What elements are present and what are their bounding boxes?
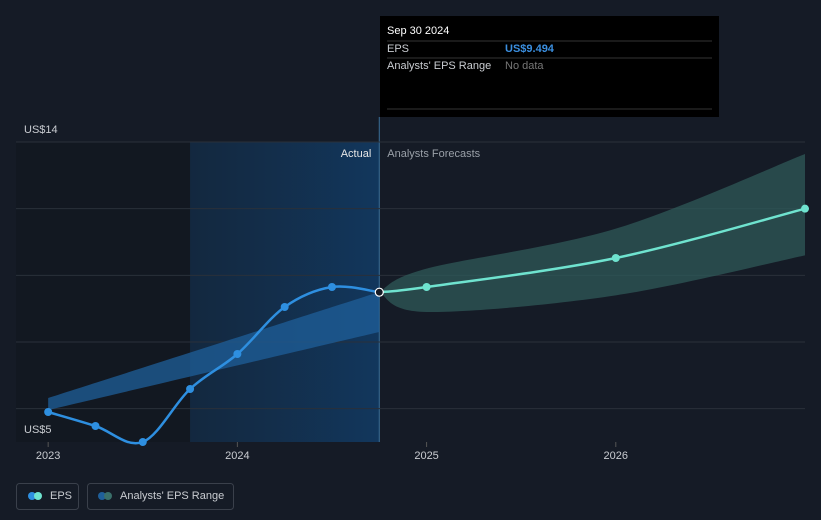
tooltip-date: Sep 30 2024	[387, 25, 449, 37]
legend-icon	[104, 492, 112, 500]
actual-label: Actual	[341, 148, 372, 160]
eps-line	[47, 285, 380, 445]
x-tick-label: 2023	[36, 450, 60, 462]
eps-point	[138, 438, 147, 446]
tooltip-value: US$9.494	[505, 43, 555, 55]
highlight-region	[190, 142, 380, 442]
legend-icon	[98, 492, 106, 500]
eps-point	[280, 303, 289, 311]
tooltip-label: Analysts' EPS Range	[387, 60, 491, 72]
x-tick-label: 2026	[604, 450, 628, 462]
forecast-label: Analysts Forecasts	[387, 148, 480, 160]
legend-item[interactable]	[16, 483, 79, 510]
legend-icon	[28, 492, 36, 500]
legend-label: Analysts' EPS Range	[120, 490, 224, 502]
x-tick-label: 2024	[225, 450, 249, 462]
x-tick-label: 2025	[414, 450, 438, 462]
tooltip	[380, 16, 719, 117]
eps-point	[44, 408, 53, 416]
eps-point	[186, 385, 195, 393]
eps-point	[91, 422, 100, 430]
legend-label: EPS	[50, 490, 72, 502]
tooltip-label: EPS	[387, 43, 409, 55]
range-band	[48, 292, 380, 410]
eps-point	[233, 350, 242, 358]
y-tick-label: US$14	[24, 124, 58, 136]
eps-point	[374, 287, 384, 297]
legend-icon	[34, 492, 42, 500]
legend-item[interactable]	[87, 483, 234, 510]
eps-point	[422, 283, 431, 291]
eps-line	[379, 207, 806, 294]
eps-point	[611, 254, 620, 262]
tooltip-value: No data	[505, 60, 544, 72]
eps-point	[801, 204, 809, 213]
eps-point	[327, 283, 336, 291]
y-tick-label: US$5	[24, 424, 52, 436]
range-band	[379, 154, 805, 313]
